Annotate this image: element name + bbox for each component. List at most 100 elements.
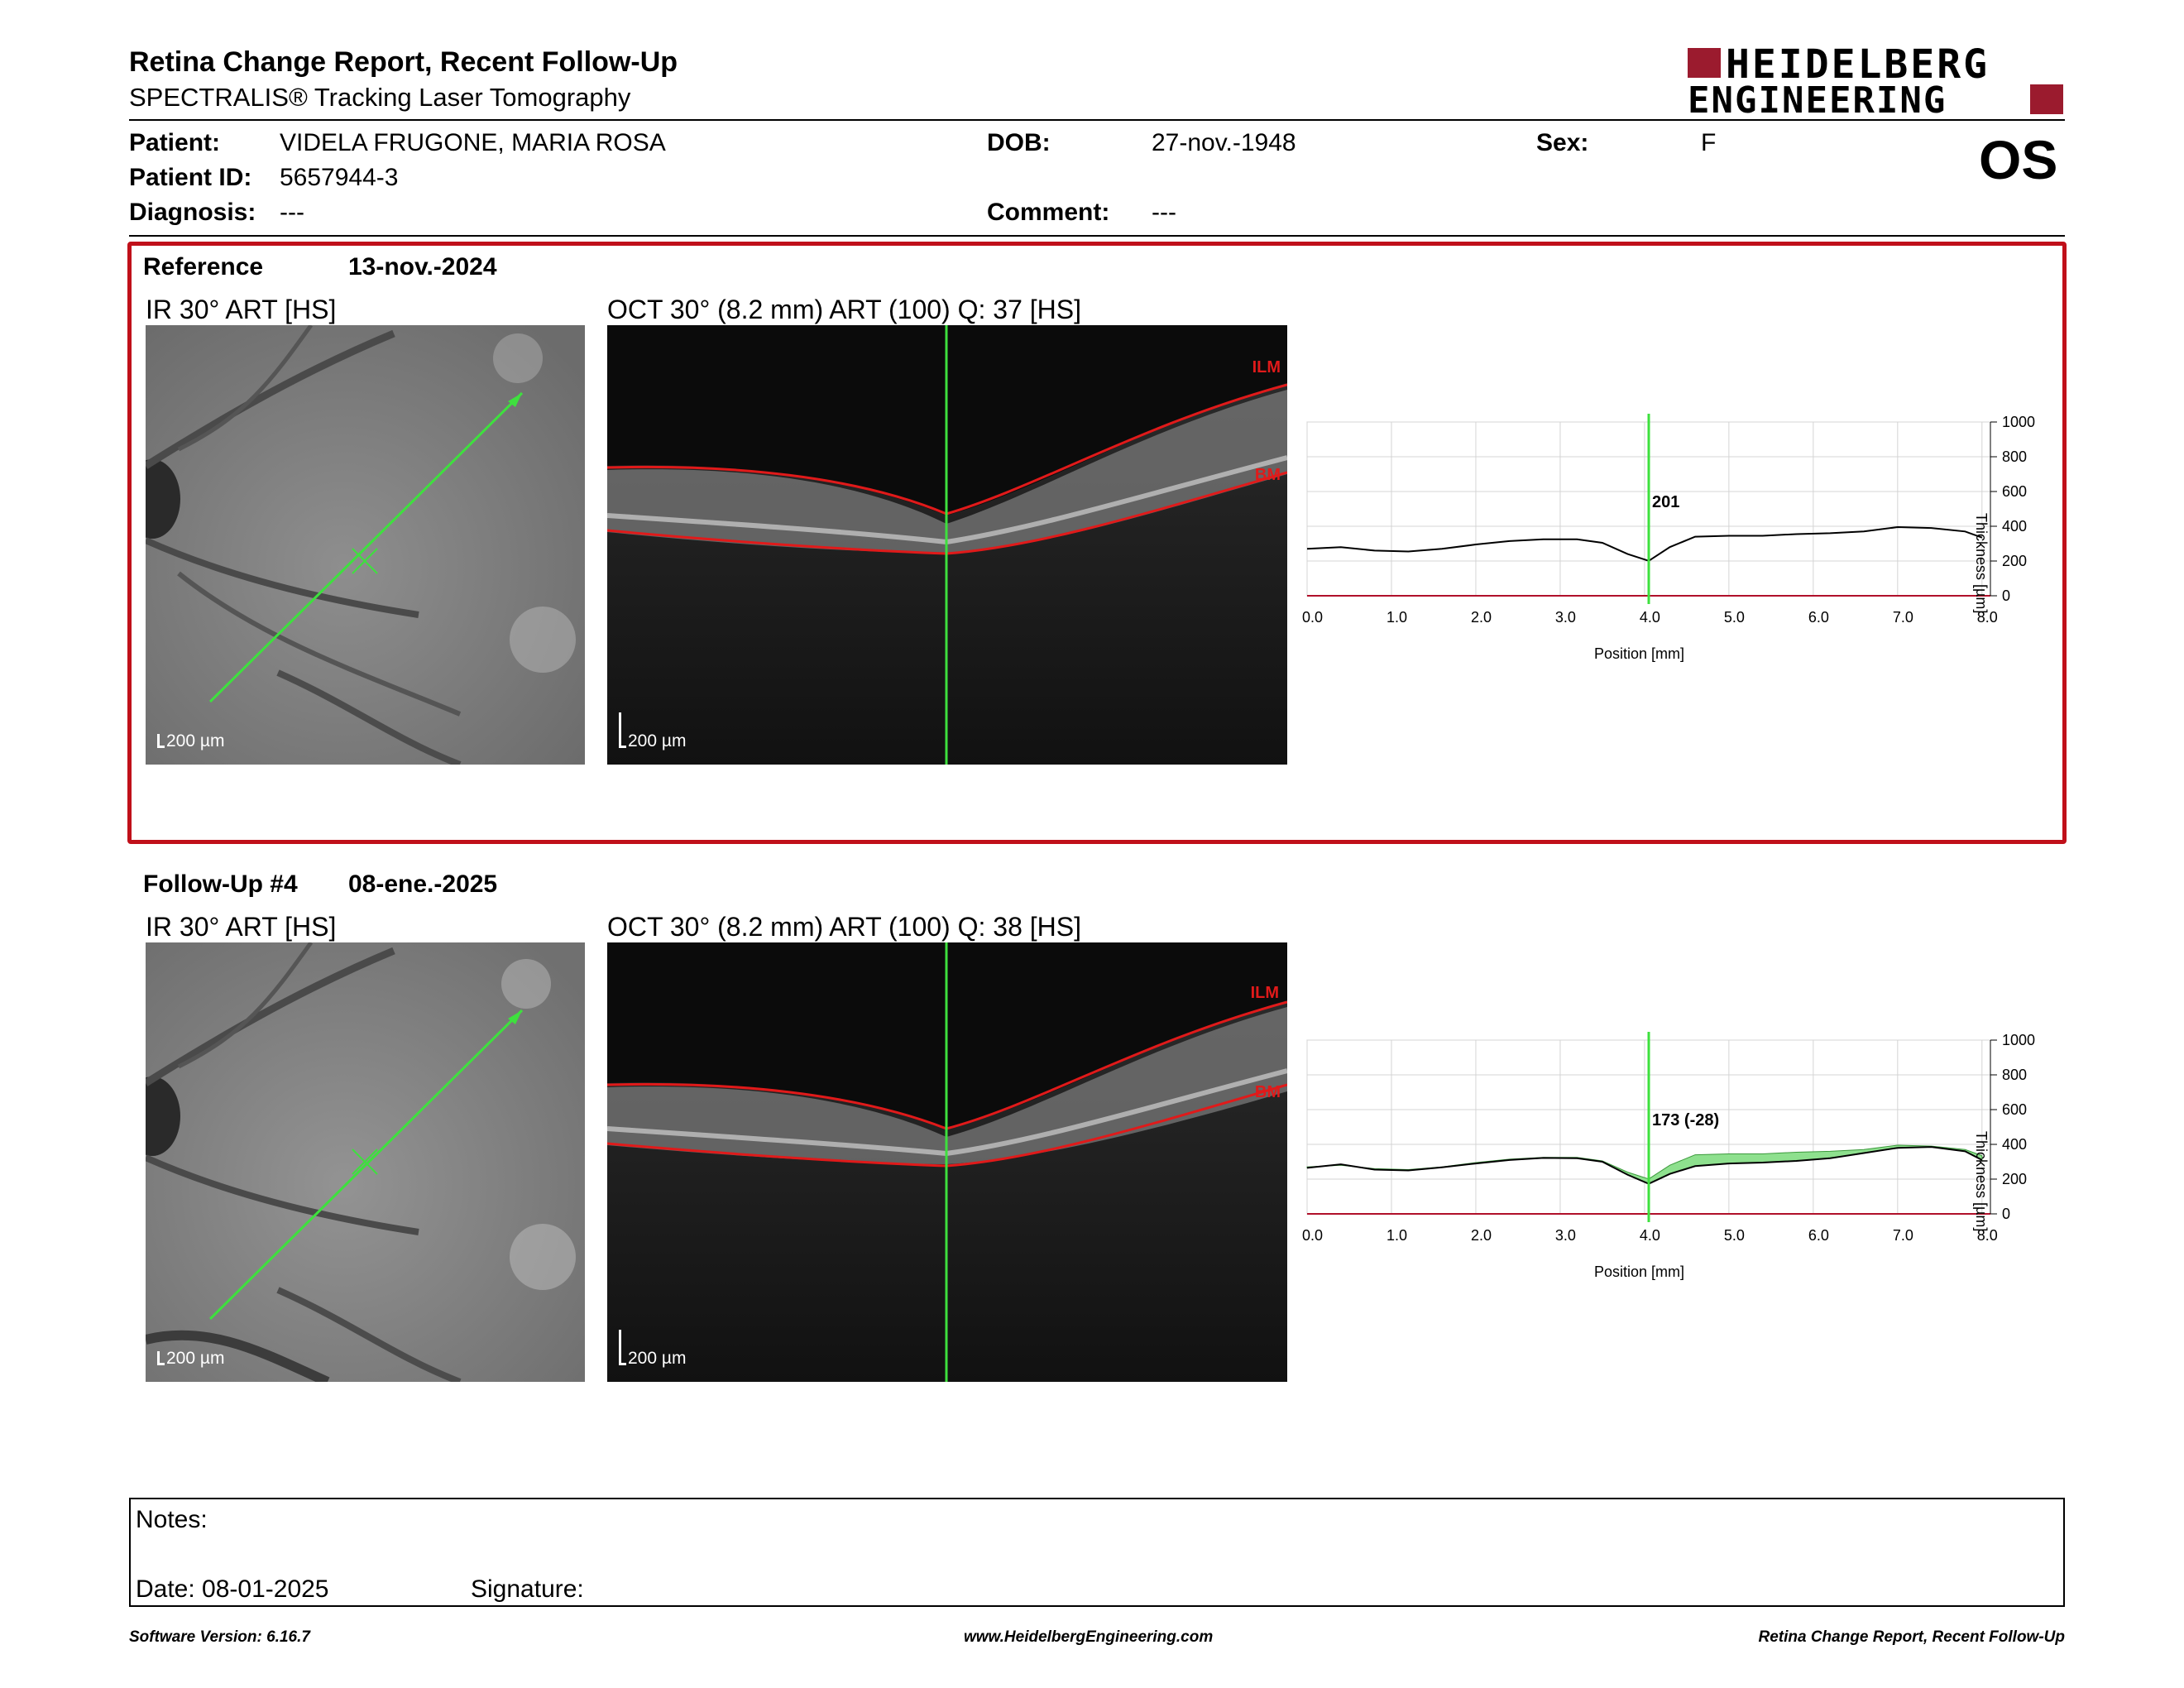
fu-oct-title: OCT 30° (8.2 mm) ART (100) Q: 38 [HS] (607, 912, 1081, 942)
report-title: Retina Change Report, Recent Follow-Up (129, 46, 678, 78)
ref-chart-xlabel: Position [mm] (1594, 645, 1685, 662)
fu-oct-scale-text: 200 µm (628, 1349, 687, 1368)
ref-ir-image[interactable]: 200 µm (146, 325, 585, 765)
y-tick-label: 800 (2002, 448, 2027, 465)
ref-thickness-chart: 0.0 1.0 2.0 3.0 4.0 5.0 6.0 7.0 8.0 0 200 400 600 800… (1299, 414, 2076, 687)
fu-ir-title: IR 30° ART [HS] (146, 912, 337, 942)
fu-ir-image[interactable]: 200 µm (146, 942, 585, 1382)
y-tick-label: 1000 (2002, 1032, 2035, 1048)
x-tick-label: 7.0 (1893, 609, 1913, 626)
ref-oct-image[interactable]: ILM BM 200 µm (607, 325, 1287, 765)
y-tick-label: 400 (2002, 518, 2027, 535)
scale-bracket-icon (157, 1351, 165, 1365)
x-tick-label: 6.0 (1808, 1227, 1829, 1244)
reference-frame (127, 242, 2067, 844)
y-tick-label: 600 (2002, 1101, 2027, 1118)
x-tick-label: 7.0 (1893, 1227, 1913, 1244)
heidelberg-logo: HEIDELBERG ENGINEERING (1688, 41, 2068, 122)
y-tick-label: 200 (2002, 553, 2027, 569)
oct-bscan-graphic (607, 942, 1287, 1382)
fundus-graphic (146, 942, 585, 1382)
x-tick-label: 1.0 (1387, 1227, 1407, 1244)
followup-label: Follow-Up #4 (143, 870, 298, 898)
ref-oct-title: OCT 30° (8.2 mm) ART (100) Q: 37 [HS] (607, 295, 1081, 324)
fu-thickness-chart: 0.0 1.0 2.0 3.0 4.0 5.0 6.0 7.0 8.0 0 200 400 600 800… (1299, 1032, 2076, 1305)
y-tick-label: 400 (2002, 1136, 2027, 1153)
ref-ir-title: IR 30° ART [HS] (146, 295, 337, 324)
fu-chart-xlabel: Position [mm] (1594, 1264, 1685, 1280)
x-tick-label: 5.0 (1724, 1227, 1745, 1244)
x-tick-label: 5.0 (1724, 609, 1745, 626)
patient-name: VIDELA FRUGONE, MARIA ROSA (280, 129, 666, 156)
footer-report-title: Retina Change Report, Recent Follow-Up (1758, 1628, 2065, 1646)
patient-label: Patient: (129, 129, 221, 156)
reference-date: 13-nov.-2024 (348, 253, 497, 281)
reference-label: Reference (143, 253, 264, 281)
x-tick-label: 3.0 (1555, 609, 1576, 626)
ref-bm-label: BM (1254, 466, 1281, 484)
sex-label: Sex: (1536, 129, 1589, 156)
x-tick-label: 2.0 (1471, 609, 1492, 626)
ref-ilm-label: ILM (1252, 358, 1281, 376)
ref-ir-scale-text: 200 µm (166, 731, 225, 750)
diagnosis-label: Diagnosis: (129, 199, 256, 226)
fu-oct-image[interactable]: ILM BM 200 µm (607, 942, 1287, 1382)
date-label: Date: 08-01-2025 (136, 1575, 329, 1603)
fu-chart-ylabel: Thickness [µm] (1973, 1131, 1990, 1232)
dob-label: DOB: (987, 129, 1051, 156)
patient-id-value: 5657944-3 (280, 164, 399, 191)
x-tick-label: 8.0 (1977, 609, 1998, 626)
ref-marker-label: 201 (1652, 493, 1680, 511)
x-tick-label: 6.0 (1808, 609, 1829, 626)
x-tick-label: 1.0 (1387, 609, 1407, 626)
comment-label: Comment: (987, 199, 1110, 226)
notes-box[interactable] (129, 1498, 2065, 1607)
y-tick-label: 600 (2002, 483, 2027, 500)
x-tick-label: 2.0 (1471, 1227, 1492, 1244)
report-subtitle: SPECTRALIS® Tracking Laser Tomography (129, 83, 631, 112)
scale-bracket-icon (619, 1330, 626, 1365)
x-tick-label: 4.0 (1640, 609, 1660, 626)
followup-date: 08-ene.-2025 (348, 870, 498, 898)
x-tick-label: 0.0 (1302, 1227, 1323, 1244)
fundus-graphic (146, 325, 585, 765)
ref-oct-scale-text: 200 µm (628, 731, 687, 750)
header-divider (129, 119, 2065, 121)
website-link[interactable]: www.HeidelbergEngineering.com (964, 1628, 1214, 1646)
scale-bracket-icon (619, 712, 626, 748)
diagnosis-value: --- (280, 199, 304, 226)
ref-ir-scale: 200 µm (157, 731, 224, 751)
logo-line1: HEIDELBERG (1726, 41, 1990, 88)
fu-ilm-label: ILM (1250, 984, 1279, 1002)
software-version: Software Version: 6.16.7 (129, 1628, 310, 1646)
ref-oct-scale: 200 µm (619, 712, 686, 751)
fu-marker-label: 173 (-28) (1652, 1111, 1720, 1129)
fu-ir-scale-text: 200 µm (166, 1349, 225, 1368)
x-tick-label: 0.0 (1302, 609, 1323, 626)
fu-oct-scale: 200 µm (619, 1330, 686, 1369)
patient-id-label: Patient ID: (129, 164, 252, 191)
eye-indicator: OS (1979, 129, 2058, 190)
fu-ir-scale: 200 µm (157, 1349, 224, 1369)
scale-bracket-icon (157, 734, 165, 748)
y-tick-label: 200 (2002, 1171, 2027, 1187)
ref-chart-ylabel: Thickness [µm] (1973, 513, 1990, 614)
logo-line2: ENGINEERING (1688, 79, 1947, 122)
fu-bm-label: BM (1254, 1083, 1281, 1101)
sex-value: F (1701, 129, 1717, 156)
y-tick-label: 800 (2002, 1067, 2027, 1083)
x-tick-label: 8.0 (1977, 1227, 1998, 1244)
logo-red-block-right (2030, 84, 2063, 114)
x-tick-label: 4.0 (1640, 1227, 1660, 1244)
patient-divider (129, 235, 2065, 237)
dob-value: 27-nov.-1948 (1152, 129, 1296, 156)
notes-label: Notes: (136, 1506, 208, 1533)
logo-red-block-left (1688, 48, 1721, 78)
y-tick-label: 0 (2002, 1206, 2010, 1222)
ref-chart-svg: 0.0 1.0 2.0 3.0 4.0 5.0 6.0 7.0 8.00 200 400 600 800… (1302, 414, 2035, 626)
fu-chart-svg: 0.0 1.0 2.0 3.0 4.0 5.0 6.0 7.0 8.00 200 400 600 800… (1302, 1032, 2035, 1244)
y-tick-label: 0 (2002, 587, 2010, 604)
y-tick-label: 1000 (2002, 414, 2035, 430)
x-tick-label: 3.0 (1555, 1227, 1576, 1244)
oct-bscan-graphic (607, 325, 1287, 765)
